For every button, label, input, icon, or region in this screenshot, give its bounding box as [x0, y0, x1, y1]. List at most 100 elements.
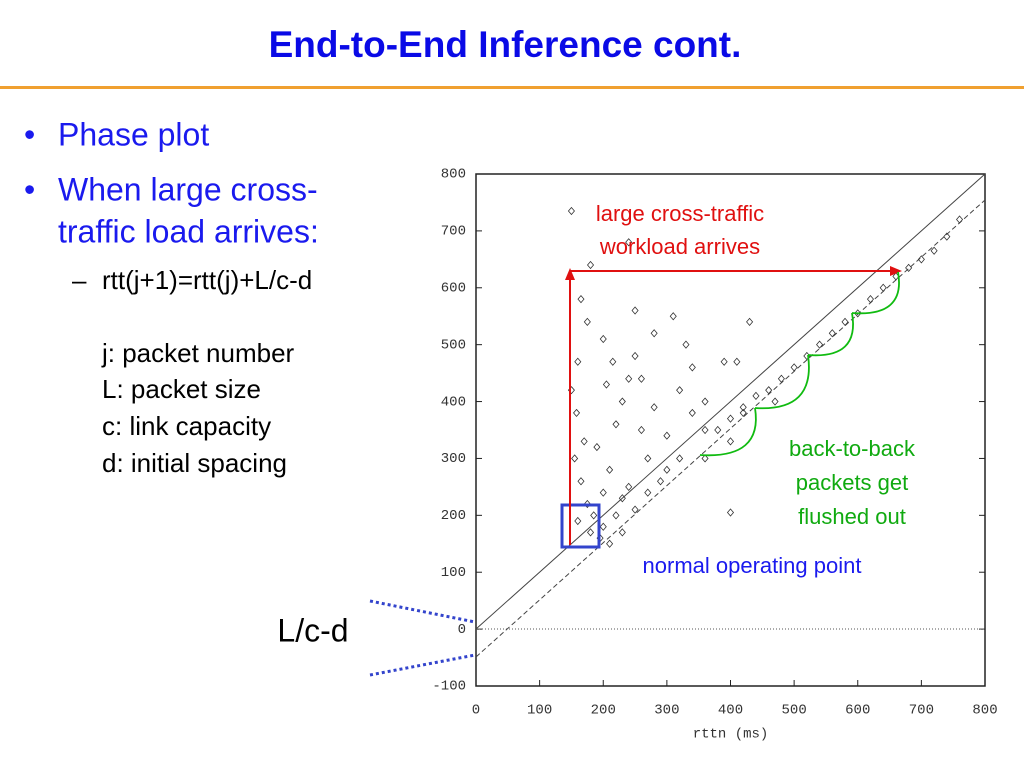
x-tick-label: 500 — [782, 703, 807, 719]
side-label: L/c-d — [277, 612, 348, 648]
y-tick-label: 200 — [441, 508, 466, 524]
point — [688, 408, 696, 418]
point — [625, 482, 633, 492]
sub-bullet: rtt(j+1)=rtt(j)+L/c-d — [102, 265, 312, 295]
point — [625, 238, 633, 247]
bullet: When large cross- — [58, 171, 318, 207]
flush-arc — [699, 407, 757, 457]
point — [612, 511, 620, 520]
point — [816, 340, 824, 349]
point — [580, 437, 588, 446]
point — [765, 386, 773, 395]
point — [637, 374, 645, 383]
x-tick-label: 600 — [845, 703, 870, 719]
arrow-head — [565, 268, 575, 280]
point — [790, 363, 798, 372]
point — [739, 403, 747, 412]
point — [631, 505, 639, 514]
point — [917, 255, 925, 264]
annotation: packets get — [796, 470, 909, 495]
point — [650, 403, 658, 412]
point — [574, 357, 582, 366]
annotation: workload arrives — [599, 234, 760, 259]
point — [602, 380, 610, 389]
point — [720, 357, 728, 366]
point — [567, 206, 575, 216]
definition: j: packet number — [101, 338, 295, 368]
point — [879, 283, 887, 292]
definition: c: link capacity — [102, 411, 271, 441]
point — [599, 334, 607, 344]
point — [571, 454, 579, 463]
point — [752, 391, 760, 400]
x-tick-label: 100 — [527, 703, 552, 719]
point — [663, 431, 671, 440]
point — [726, 508, 735, 517]
point — [930, 246, 938, 255]
point — [586, 260, 595, 270]
point — [599, 488, 607, 497]
plot: 0 100 200 300 400 500 600 700 800 -100 0 100 200 300 4… — [432, 167, 997, 743]
title-rule — [0, 86, 1024, 89]
point — [828, 329, 836, 338]
point — [631, 306, 639, 315]
point — [701, 397, 709, 406]
x-tick-label: 300 — [654, 703, 679, 719]
x-tick-label: 800 — [972, 703, 997, 719]
point — [625, 374, 633, 383]
point — [631, 351, 639, 361]
point — [574, 516, 582, 526]
point — [746, 317, 754, 327]
point — [577, 477, 585, 486]
flush-arc — [851, 271, 900, 315]
point — [956, 215, 964, 224]
point — [577, 295, 585, 304]
point — [573, 408, 581, 418]
point — [644, 454, 652, 463]
point — [656, 477, 665, 486]
bullet: traffic load arrives: — [58, 213, 319, 249]
x-tick-label: 700 — [909, 703, 934, 719]
y-tick-label: 600 — [441, 280, 466, 296]
arrow-head — [890, 266, 902, 276]
y-tick-label: 800 — [441, 167, 466, 183]
operating-box — [560, 503, 601, 549]
point — [771, 397, 779, 406]
point — [663, 465, 671, 474]
point — [943, 232, 951, 241]
pointer-line — [369, 653, 476, 677]
annotation: normal operating point — [643, 553, 862, 578]
point — [586, 528, 595, 537]
point — [618, 397, 626, 406]
point — [606, 465, 614, 474]
y-tick-label: 100 — [441, 565, 466, 581]
x-tick-label: 400 — [718, 703, 743, 719]
point — [905, 263, 913, 272]
point — [701, 454, 709, 463]
point — [777, 374, 785, 383]
y-tick-label: 0 — [458, 622, 466, 638]
point — [726, 437, 735, 446]
flush-arc — [807, 312, 854, 357]
point — [854, 309, 862, 318]
point — [609, 357, 617, 366]
y-tick-label: 300 — [441, 451, 466, 467]
point — [650, 329, 658, 338]
point — [637, 425, 645, 435]
point — [593, 442, 601, 452]
x-tick-label: 0 — [472, 703, 480, 719]
dashed-diagonal — [475, 199, 986, 658]
annotation: large cross-traffic — [596, 201, 764, 226]
point — [739, 408, 747, 418]
definition: d: initial spacing — [102, 448, 287, 478]
point — [583, 499, 591, 509]
bullet-dot: • — [24, 171, 35, 207]
point — [676, 454, 684, 463]
x-axis-label: rttn (ms) — [693, 727, 769, 743]
annotation: flushed out — [798, 504, 906, 529]
point — [583, 317, 591, 327]
point — [701, 425, 709, 435]
diagonal — [475, 173, 986, 630]
pointer-line — [369, 599, 476, 624]
